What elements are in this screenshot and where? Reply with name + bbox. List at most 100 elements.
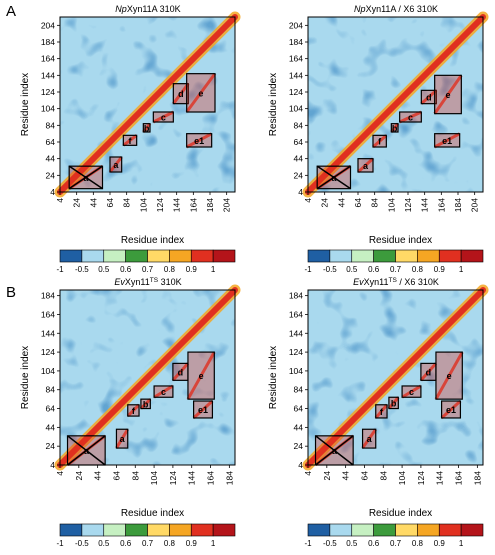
domain-label: e bbox=[198, 88, 203, 98]
colorbar-tick-label: 0.7 bbox=[142, 265, 154, 274]
domain-a-cross bbox=[68, 165, 103, 190]
domain-box bbox=[187, 351, 215, 400]
chart-title: NpXyn11A / X6 310K bbox=[354, 4, 438, 14]
y-axis-label: Residue index bbox=[268, 346, 279, 409]
colorbar-tick-label: 0.5 bbox=[98, 265, 110, 274]
colorbar-segment bbox=[59, 523, 83, 537]
colorbar-segment bbox=[81, 249, 105, 263]
colorbar-segment bbox=[147, 249, 170, 263]
y-tick-label: 124 bbox=[41, 347, 55, 357]
domain-stripe bbox=[186, 351, 216, 400]
domain-stripe bbox=[361, 428, 377, 449]
colorbar-segment bbox=[125, 249, 148, 263]
colorbar-segment bbox=[190, 523, 214, 537]
y-tick-label: 144 bbox=[41, 70, 55, 80]
domain-box bbox=[172, 83, 189, 105]
domain-box bbox=[68, 165, 104, 190]
panel-label-a: A bbox=[6, 3, 16, 20]
domain-stripe bbox=[185, 72, 217, 113]
chart-title: NpXyn11A 310K bbox=[115, 4, 180, 14]
colorbar-tick-label: 0.9 bbox=[186, 265, 198, 274]
x-tick-label: 104 bbox=[149, 471, 159, 485]
colorbar-tick-label: 0.8 bbox=[412, 265, 424, 274]
colorbar-tick-label: 0.6 bbox=[368, 265, 380, 274]
domain-stripe bbox=[390, 122, 400, 133]
domain-label: f bbox=[129, 136, 133, 146]
y-tick-label: 24 bbox=[46, 170, 56, 180]
diagonal-core bbox=[305, 14, 486, 195]
domain-box bbox=[399, 111, 422, 123]
y-tick-label: 164 bbox=[41, 309, 55, 319]
domain-stripe bbox=[139, 398, 152, 410]
colorbar-segment bbox=[373, 523, 396, 537]
domain-a-cross bbox=[316, 165, 351, 190]
colorbar-tick-label: 0.5 bbox=[98, 539, 110, 548]
y-tick-label: 4 bbox=[298, 460, 303, 470]
domain-label: e1 bbox=[442, 136, 452, 146]
x-tick-label: 184 bbox=[453, 198, 463, 212]
y-tick-label: 24 bbox=[294, 170, 304, 180]
colorbar-segment bbox=[329, 249, 353, 263]
domain-box bbox=[372, 134, 387, 148]
y-axis-label: Residue index bbox=[20, 346, 31, 409]
colorbar-tick-label: 0.9 bbox=[434, 539, 446, 548]
domain-stripe bbox=[171, 362, 190, 382]
y-tick-label: 44 bbox=[46, 154, 56, 164]
y-tick-label: 144 bbox=[289, 328, 303, 338]
domain-stripe bbox=[192, 399, 214, 420]
domain-a-cross bbox=[315, 435, 354, 466]
x-tick-label: 184 bbox=[472, 471, 482, 485]
domain-label: d bbox=[178, 89, 184, 99]
domain-label: b bbox=[392, 123, 398, 133]
x-tick-label: 24 bbox=[322, 471, 332, 481]
y-tick-label: 164 bbox=[289, 309, 303, 319]
y-tick-label: 64 bbox=[46, 404, 56, 414]
colorbar-tick-label: -1 bbox=[304, 265, 312, 274]
domain-box bbox=[388, 396, 399, 410]
domain-stripe bbox=[401, 384, 422, 399]
x-tick-label: 144 bbox=[172, 198, 182, 212]
y-tick-label: 4 bbox=[50, 187, 55, 197]
y-tick-label: 124 bbox=[289, 87, 303, 97]
x-tick-label: 124 bbox=[168, 471, 178, 485]
x-tick-label: 164 bbox=[436, 198, 446, 212]
x-tick-label: 184 bbox=[205, 198, 215, 212]
chart-panel-3: EvXyn11TS 310Kaafbcdee144242444446464848… bbox=[20, 277, 241, 548]
y-tick-label: 204 bbox=[41, 20, 55, 30]
domain-box bbox=[375, 404, 388, 419]
plot-frame bbox=[59, 289, 236, 466]
colorbar-segment bbox=[307, 523, 331, 537]
domain-label: a bbox=[367, 434, 373, 444]
colorbar-tick-label: -1 bbox=[304, 539, 312, 548]
x-tick-label: 24 bbox=[74, 471, 84, 481]
domain-stripe bbox=[357, 157, 374, 174]
chart-panel-4: EvXyn11TS / X6 310Kaafbcdee1442424444464… bbox=[268, 277, 489, 548]
colorbar-tick-label: 0.5 bbox=[346, 265, 358, 274]
y-tick-label: 84 bbox=[294, 120, 304, 130]
y-tick-label: 4 bbox=[50, 460, 55, 470]
domain-box bbox=[152, 111, 174, 123]
domain-label: c bbox=[409, 387, 414, 397]
y-tick-label: 84 bbox=[46, 120, 56, 130]
colorbar-tick-label: 0.6 bbox=[368, 539, 380, 548]
domain-label: c bbox=[408, 113, 413, 123]
colorbar-segment bbox=[460, 523, 484, 537]
domain-box bbox=[140, 398, 151, 410]
colorbar-tick-label: 0.7 bbox=[390, 265, 402, 274]
domain-stripe bbox=[372, 134, 388, 149]
x-tick-label: 4 bbox=[303, 471, 313, 476]
y-tick-label: 124 bbox=[41, 87, 55, 97]
x-tick-label: 64 bbox=[353, 198, 363, 208]
domain-label: d bbox=[426, 93, 432, 103]
domain-stripe bbox=[172, 82, 190, 105]
colorbar-segment bbox=[103, 523, 126, 537]
x-axis-label: Residue index bbox=[369, 508, 432, 519]
colorbar-segment bbox=[460, 249, 484, 263]
domain-label: d bbox=[426, 367, 432, 377]
y-tick-label: 144 bbox=[41, 328, 55, 338]
domain-box bbox=[122, 134, 138, 146]
y-tick-label: 104 bbox=[41, 104, 55, 114]
domain-box bbox=[401, 385, 422, 398]
y-tick-label: 4 bbox=[298, 187, 303, 197]
x-tick-label: 64 bbox=[111, 471, 121, 481]
